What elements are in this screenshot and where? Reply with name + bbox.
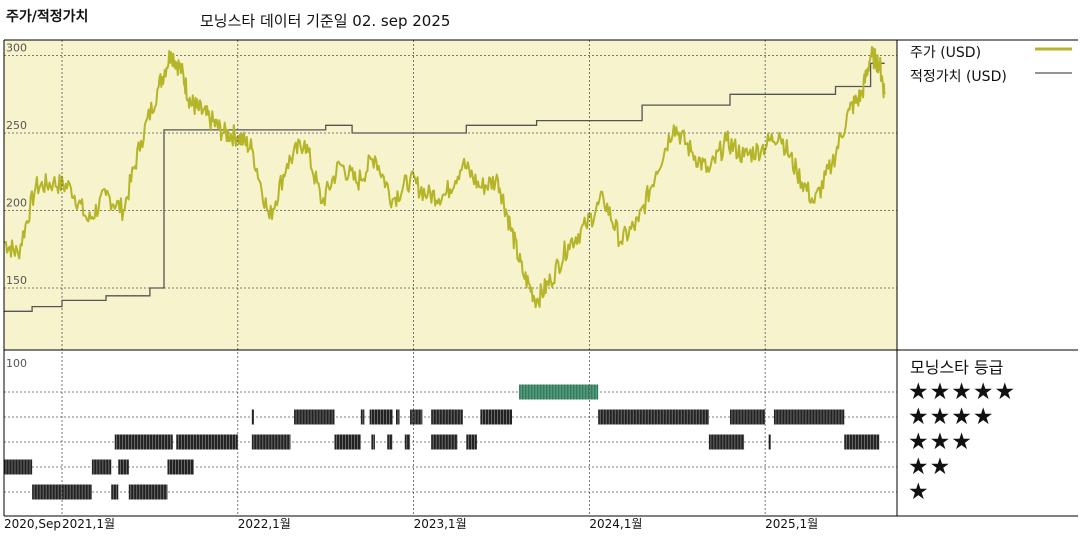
x-tick-label: 2021,1월 <box>62 517 115 531</box>
rating-segment <box>91 459 112 475</box>
rating-bar <box>167 459 194 475</box>
fair-value-line <box>4 62 885 312</box>
rating-segment <box>369 409 393 425</box>
two-star-label: ★★ <box>908 454 952 480</box>
y-tick-label: 250 <box>6 119 27 132</box>
rating-bar <box>111 484 119 500</box>
legend-price: 주가 (USD) <box>910 42 981 62</box>
rating-segment <box>371 434 375 450</box>
chart-frame: 2020,Sep 2021,1월 2022,1월 2023,1월 2024,1월 2025… <box>3 39 1078 531</box>
rating-segment <box>598 409 709 425</box>
rating-bar <box>369 409 393 425</box>
one-star-label: ★ <box>908 479 930 505</box>
legend-fair-label: 적정가치 (USD) <box>910 69 1007 85</box>
rating-segment <box>167 459 194 475</box>
rating-bar <box>334 434 361 450</box>
rating-bar <box>387 434 393 450</box>
x-tick-label: 2025,1월 <box>765 517 818 531</box>
four-star-label: ★★★★ <box>908 404 995 430</box>
rating-segment <box>431 409 463 425</box>
rating-segment <box>176 434 238 450</box>
rating-bar <box>404 434 411 450</box>
y-tick-label: 300 <box>6 42 27 55</box>
rating-segment <box>404 434 411 450</box>
rating-segment <box>431 434 458 450</box>
rating-segment <box>294 409 335 425</box>
price-panel: 150 200 250 300 <box>3 40 897 350</box>
rating-segment <box>111 484 119 500</box>
rating-bar <box>730 409 766 425</box>
rating-bar <box>844 434 880 450</box>
price-line <box>3 46 886 309</box>
data-date-caption: 모닝스타 데이터 기준일 02. sep 2025 <box>200 12 451 30</box>
rating-panel: 100 <box>4 357 897 500</box>
rating-segment <box>708 434 745 450</box>
rating-segment <box>519 384 599 400</box>
rating-segment <box>730 409 766 425</box>
rating-bar <box>598 409 709 425</box>
rating-segment <box>466 434 477 450</box>
rating-panel-title: 모닝스타 등급 <box>910 358 1004 377</box>
rating-bar <box>251 409 254 425</box>
rating-segment <box>251 434 291 450</box>
rating-segment <box>334 434 361 450</box>
rating-bar <box>251 434 291 450</box>
x-tick-label: 2024,1월 <box>589 517 642 531</box>
rating-bar <box>176 434 238 450</box>
chart-title-left: 주가/적정가치 <box>6 9 89 25</box>
rating-segment <box>128 484 168 500</box>
rating-segment <box>844 434 880 450</box>
rating-segment <box>773 409 845 425</box>
rating-segment <box>118 459 129 475</box>
three-star-label: ★★★ <box>908 429 973 455</box>
rating-segment <box>480 409 513 425</box>
rating-bar <box>519 384 599 400</box>
rating-segment <box>360 409 365 425</box>
rating-bar <box>91 459 112 475</box>
rating-segment <box>768 434 771 450</box>
rating-bar <box>128 484 168 500</box>
legend-fair-value: 적정가치 (USD) <box>910 66 1007 86</box>
five-star-label: ★★★★★ <box>908 379 1017 405</box>
x-tick-label: 2023,1월 <box>414 517 467 531</box>
rating-bar <box>410 409 423 425</box>
rating-bar <box>708 434 745 450</box>
rating-segment <box>251 409 254 425</box>
rating-bar <box>768 434 771 450</box>
x-tick-label: 2020,Sep <box>4 517 61 531</box>
x-tick-label: 2022,1월 <box>238 517 291 531</box>
y-tick-label: 200 <box>6 197 27 210</box>
rating-segment <box>114 434 173 450</box>
price-plot-background <box>4 40 897 350</box>
rating-y-tick-label: 100 <box>6 357 27 370</box>
rating-segment <box>387 434 393 450</box>
rating-segment <box>396 409 400 425</box>
y-tick-label: 150 <box>6 274 27 287</box>
rating-bar <box>431 434 458 450</box>
legend-price-label: 주가 (USD) <box>910 45 982 61</box>
rating-segment <box>410 409 423 425</box>
rating-segment <box>4 459 33 475</box>
